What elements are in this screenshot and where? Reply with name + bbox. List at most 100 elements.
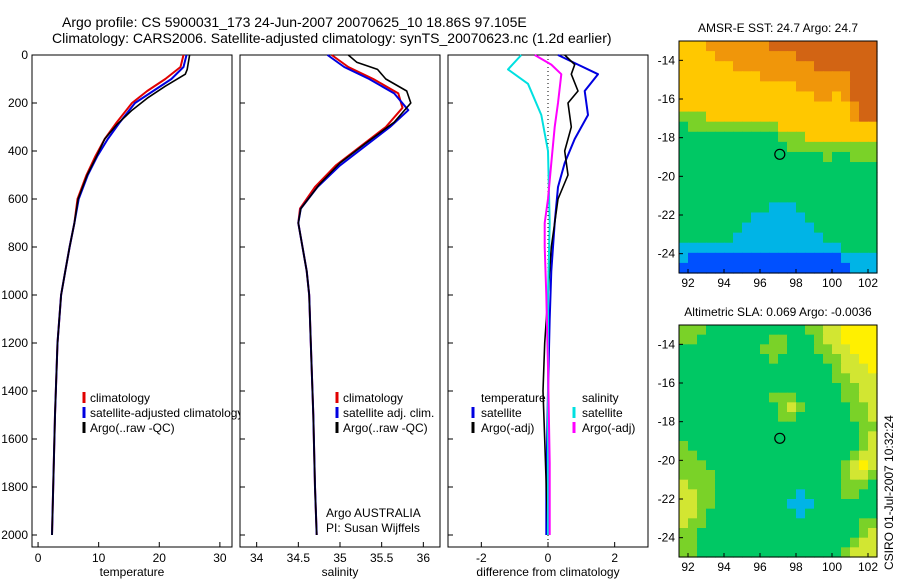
heatmap-cell bbox=[715, 354, 725, 365]
heatmap-cell bbox=[742, 162, 752, 173]
heatmap-cell bbox=[778, 344, 788, 355]
heatmap-cell bbox=[769, 192, 779, 203]
heatmap-cell bbox=[805, 252, 815, 264]
heatmap-cell bbox=[706, 101, 716, 113]
heatmap-cell bbox=[742, 518, 752, 529]
heatmap-cell bbox=[769, 61, 779, 72]
heatmap-cell bbox=[778, 172, 788, 183]
heatmap-cell bbox=[733, 172, 743, 183]
heatmap-cell bbox=[706, 508, 716, 519]
heatmap-cell bbox=[787, 528, 797, 539]
heatmap-cell bbox=[859, 334, 869, 345]
heatmap-cell bbox=[724, 141, 734, 153]
heatmap-cell bbox=[706, 121, 716, 133]
heatmap-cell bbox=[724, 172, 734, 183]
heatmap-cell bbox=[805, 151, 815, 163]
heatmap-cell bbox=[697, 499, 707, 510]
heatmap-cell bbox=[832, 222, 842, 234]
heatmap-cell bbox=[688, 547, 698, 558]
heatmap-cell bbox=[724, 101, 734, 113]
heatmap-cell bbox=[859, 182, 869, 193]
heatmap-cell bbox=[814, 202, 824, 214]
heatmap-cell bbox=[733, 192, 743, 203]
heatmap-cell bbox=[823, 141, 833, 153]
heatmap-cell bbox=[715, 508, 725, 519]
y-tick-label: 2000 bbox=[1, 528, 28, 542]
heatmap-cell bbox=[850, 499, 860, 510]
heatmap-cell bbox=[679, 232, 689, 244]
heatmap-cell bbox=[787, 121, 797, 133]
y-tick-label: -24 bbox=[658, 247, 676, 261]
heatmap-cell bbox=[859, 71, 869, 82]
heatmap-cell bbox=[751, 252, 761, 264]
heatmap-cell bbox=[724, 71, 734, 82]
heatmap-cell bbox=[733, 202, 743, 214]
heatmap-cell bbox=[832, 547, 842, 558]
heatmap-cell bbox=[841, 121, 851, 133]
heatmap-cell bbox=[787, 421, 797, 432]
heatmap-cell bbox=[814, 162, 824, 173]
heatmap-cell bbox=[688, 450, 698, 461]
heatmap-cell bbox=[679, 51, 689, 62]
heatmap-cell bbox=[769, 91, 779, 103]
heatmap-cell bbox=[742, 182, 752, 193]
heatmap-cell bbox=[679, 131, 689, 143]
heatmap-cell bbox=[697, 121, 707, 133]
heatmap-cell bbox=[697, 252, 707, 264]
heatmap-cell bbox=[787, 402, 797, 413]
heatmap-cell bbox=[760, 212, 770, 224]
heatmap-cell bbox=[814, 252, 824, 264]
heatmap-cell bbox=[679, 354, 689, 365]
heatmap-cell bbox=[868, 325, 878, 336]
heatmap-cell bbox=[688, 151, 698, 163]
heatmap-cell bbox=[679, 61, 689, 72]
heatmap-cell bbox=[733, 499, 743, 510]
heatmap-cell bbox=[868, 131, 878, 143]
heatmap-cell bbox=[814, 101, 824, 113]
y-tick-label: -22 bbox=[658, 208, 676, 222]
heatmap-cell bbox=[724, 151, 734, 163]
heatmap-cell bbox=[787, 499, 797, 510]
heatmap-cell bbox=[706, 61, 716, 72]
figure-title-line2: Climatology: CARS2006. Satellite-adjuste… bbox=[52, 30, 612, 46]
heatmap-cell bbox=[832, 412, 842, 423]
heatmap-cell bbox=[796, 518, 806, 529]
heatmap-cell bbox=[832, 334, 842, 345]
heatmap-cell bbox=[832, 373, 842, 384]
heatmap-cell bbox=[832, 489, 842, 500]
map-panel-1: 92 94 96 98 100 102 -14 -16 -18 -20 -22 -24 AMSR-E S… bbox=[658, 21, 879, 290]
heatmap-cell bbox=[769, 392, 779, 403]
heatmap-cell bbox=[733, 373, 743, 384]
heatmap-cell bbox=[760, 71, 770, 82]
heatmap-cell bbox=[796, 450, 806, 461]
heatmap-cell bbox=[805, 121, 815, 133]
heatmap-cell bbox=[733, 111, 743, 123]
heatmap-cell bbox=[751, 141, 761, 153]
heatmap-cell bbox=[805, 172, 815, 183]
heatmap-cell bbox=[859, 479, 869, 490]
heatmap-cell bbox=[796, 41, 806, 52]
heatmap-cell bbox=[742, 470, 752, 481]
heatmap-cell bbox=[823, 547, 833, 558]
heatmap-cell bbox=[697, 222, 707, 234]
series-line-2-3 bbox=[297, 54, 412, 536]
heatmap-cell bbox=[841, 383, 851, 394]
heatmap-cell bbox=[841, 212, 851, 224]
heatmap-cell bbox=[868, 182, 878, 193]
heatmap-cell bbox=[706, 192, 716, 203]
heatmap-cell bbox=[733, 528, 743, 539]
heatmap-cell bbox=[787, 81, 797, 93]
y-tick-label: -14 bbox=[658, 53, 676, 67]
heatmap-cell bbox=[769, 262, 779, 274]
heatmap-cell bbox=[841, 162, 851, 173]
heatmap-cell bbox=[841, 354, 851, 365]
heatmap-cell bbox=[787, 162, 797, 173]
heatmap-cell bbox=[850, 192, 860, 203]
legend-entry-1: climatology bbox=[90, 391, 150, 405]
heatmap-cell bbox=[787, 212, 797, 224]
heatmap-cell bbox=[715, 392, 725, 403]
heatmap-cell bbox=[679, 71, 689, 82]
heatmap-cell bbox=[832, 242, 842, 254]
heatmap-cell bbox=[841, 421, 851, 432]
heatmap-cell bbox=[805, 489, 815, 500]
